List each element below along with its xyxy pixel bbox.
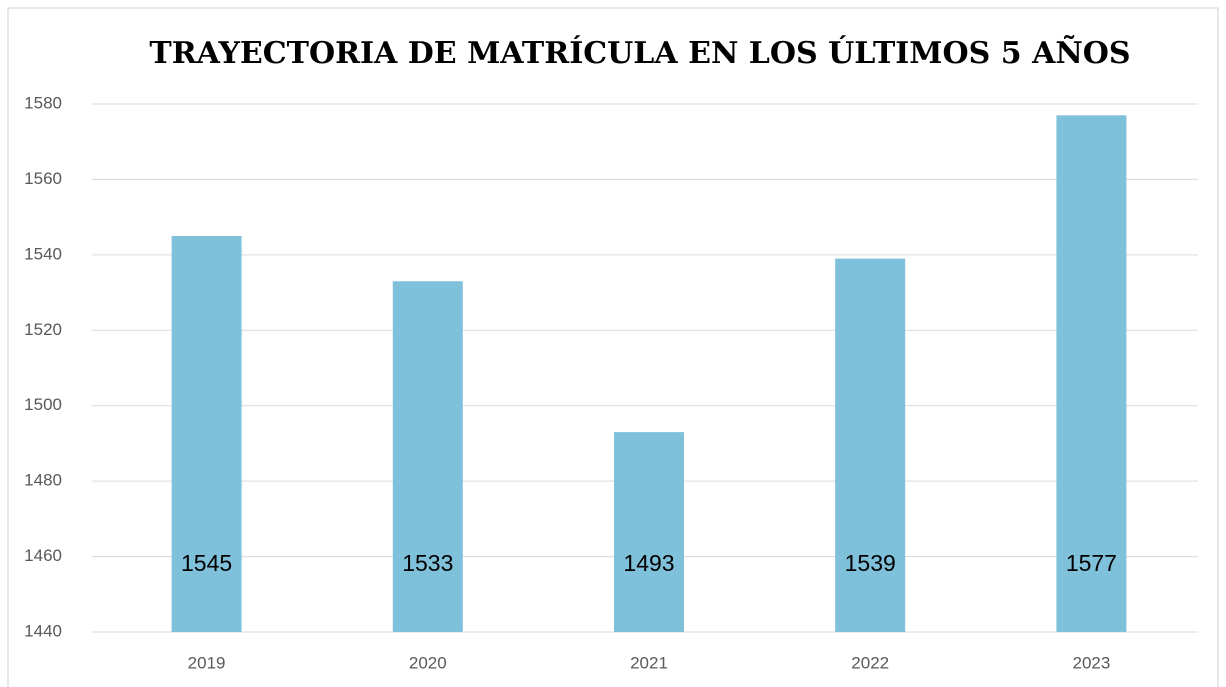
bar bbox=[1056, 115, 1127, 633]
y-tick-label: 1480 bbox=[24, 471, 62, 490]
x-tick-label: 2020 bbox=[409, 653, 447, 672]
y-tick-label: 1580 bbox=[24, 93, 62, 112]
data-label: 1577 bbox=[1066, 550, 1117, 576]
y-tick-label: 1520 bbox=[24, 320, 62, 339]
x-tick-label: 2022 bbox=[851, 653, 889, 672]
y-tick-label: 1460 bbox=[24, 546, 62, 565]
x-tick-label: 2023 bbox=[1072, 653, 1110, 672]
y-tick-label: 1500 bbox=[24, 395, 62, 414]
data-label: 1493 bbox=[623, 550, 674, 576]
data-label: 1533 bbox=[402, 550, 453, 576]
y-tick-label: 1540 bbox=[24, 244, 62, 263]
x-tick-label: 2021 bbox=[630, 653, 668, 672]
y-tick-label: 1440 bbox=[24, 621, 62, 640]
data-label: 1545 bbox=[181, 550, 232, 576]
data-label: 1539 bbox=[845, 550, 896, 576]
x-tick-label: 2019 bbox=[188, 653, 226, 672]
chart-title: TRAYECTORIA DE MATRÍCULA EN LOS ÚLTIMOS … bbox=[149, 35, 1130, 71]
bar bbox=[392, 281, 463, 632]
y-tick-label: 1560 bbox=[24, 169, 62, 188]
bar bbox=[171, 236, 242, 632]
bar bbox=[835, 258, 906, 632]
bar bbox=[614, 432, 684, 632]
